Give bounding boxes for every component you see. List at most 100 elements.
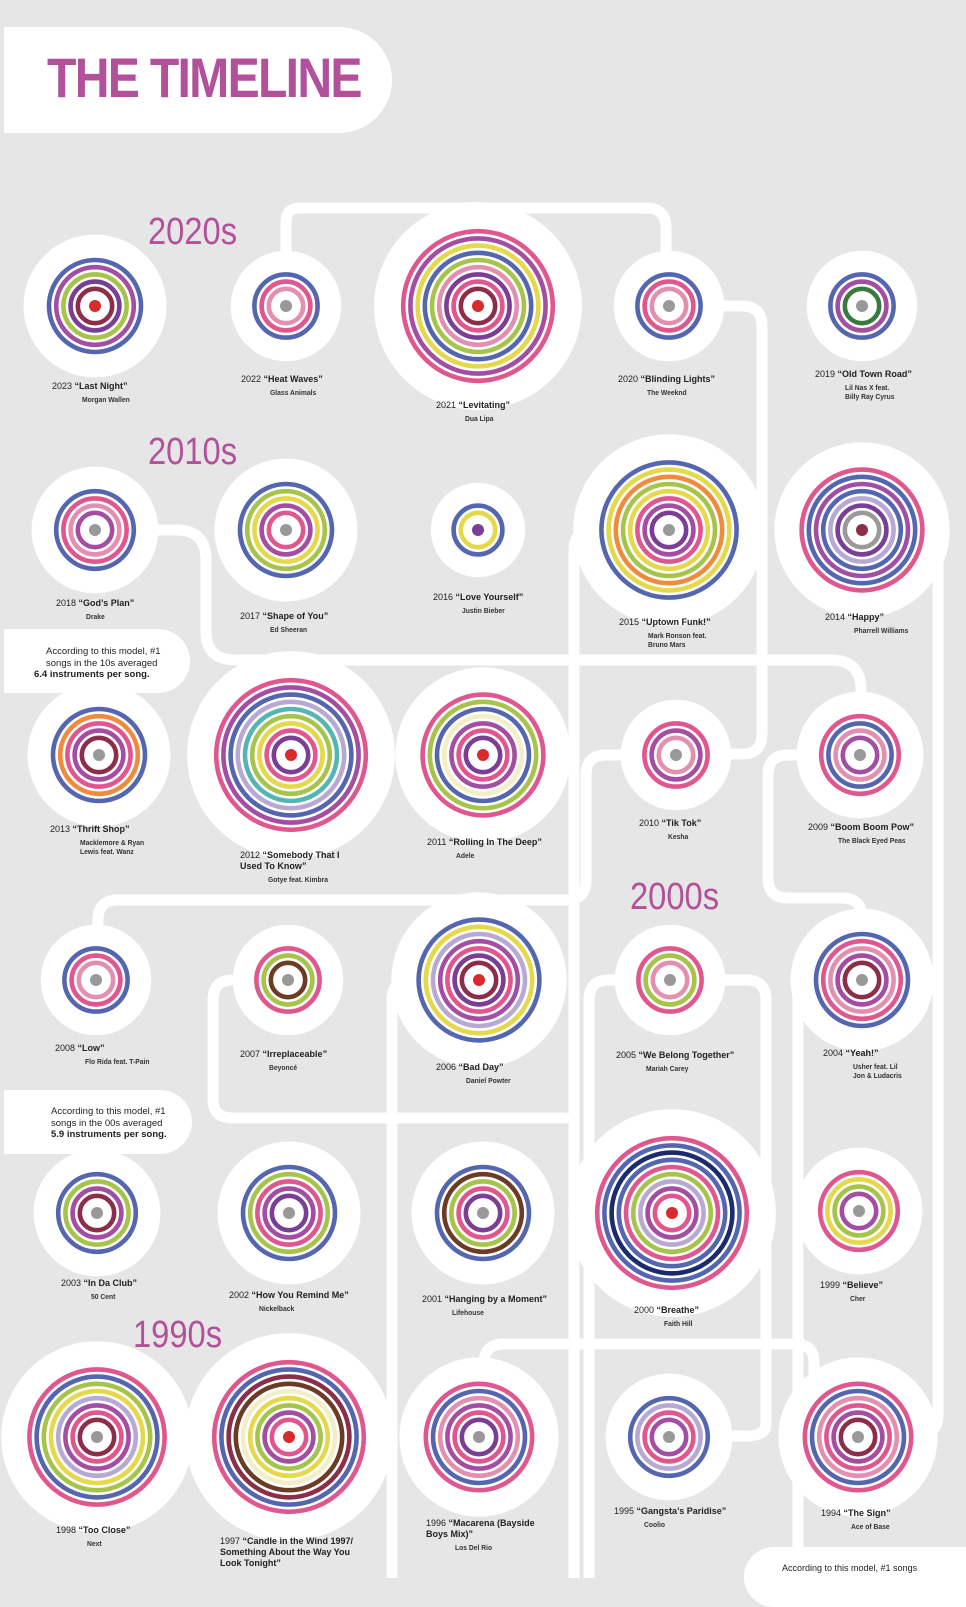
instrument-ring xyxy=(221,685,361,825)
song-label-2003: 2003 “In Da Club” 50 Cent xyxy=(61,1278,137,1301)
song-artist: Morgan Wallen xyxy=(82,395,130,404)
instrument-ring xyxy=(458,510,498,550)
note-2000s-average: According to this model, #1 songs in the… xyxy=(4,1090,192,1154)
instrument-ring xyxy=(257,721,325,789)
instrument-ring xyxy=(408,236,548,376)
song-discs xyxy=(1,202,950,1541)
song-disc-2008 xyxy=(40,924,152,1036)
song-heading: 2000 “Breathe” xyxy=(634,1305,699,1316)
instrument-ring xyxy=(415,243,541,369)
instrument-ring xyxy=(818,713,902,797)
instrument-ring xyxy=(400,228,556,384)
instrument-ring xyxy=(642,503,696,557)
song-label-2011: 2011 “Rolling In The Deep” Adele xyxy=(427,837,542,860)
disc-center xyxy=(853,1205,865,1217)
instrument-ring xyxy=(799,467,925,593)
song-year: 2007 xyxy=(240,1049,263,1059)
song-title: “Low” xyxy=(77,1043,105,1053)
song-disc-2009 xyxy=(796,691,924,819)
song-disc-2005 xyxy=(614,924,726,1036)
song-year: 1995 xyxy=(614,1506,637,1516)
song-disc-2017 xyxy=(214,458,358,602)
song-label-2004: 2004 “Yeah!” Usher feat. Lil Jon & Ludacri… xyxy=(823,1048,907,1080)
note-line: According to this model, #1 songs xyxy=(782,1563,918,1573)
instrument-ring xyxy=(635,1403,703,1471)
instrument-ring xyxy=(434,1164,532,1262)
song-title: “Last Night” xyxy=(74,381,128,391)
song-artist: Ed Sheeran xyxy=(270,625,308,634)
song-artist: Flo Rida feat. T-Pain xyxy=(85,1057,150,1066)
instrument-ring xyxy=(61,272,129,340)
song-title: “Macarena (Bayside Boys Mix)” xyxy=(426,1518,535,1539)
instrument-ring xyxy=(226,1374,352,1500)
disc-center xyxy=(472,524,484,536)
song-year: 2006 xyxy=(436,1062,459,1072)
note-highlight: 6.4 instruments per song. xyxy=(34,669,150,680)
instrument-ring xyxy=(840,735,880,775)
instrument-ring xyxy=(259,503,313,557)
song-label-2014: 2014 “Happy” Pharrell Williams xyxy=(825,612,914,635)
instrument-ring xyxy=(77,1193,117,1233)
song-artist: Justin Bieber xyxy=(462,606,505,615)
instrument-ring xyxy=(53,488,137,572)
instrument-ring xyxy=(832,1184,886,1238)
song-label-2002: 2002 “How You Remind Me” Nickelback xyxy=(229,1290,349,1313)
song-title: “Blinding Lights” xyxy=(640,374,716,384)
song-label-1996: 1996 “Macarena (Bayside Boys Mix)” Los De… xyxy=(426,1518,536,1552)
disc-center xyxy=(670,749,682,761)
instrument-ring xyxy=(235,699,347,811)
song-artist: The Weeknd xyxy=(647,388,687,397)
song-disc-2015 xyxy=(573,434,765,626)
song-heading: 2005 “We Belong Together” xyxy=(616,1050,734,1061)
instrument-ring xyxy=(437,938,521,1022)
instrument-ring xyxy=(213,677,369,833)
song-disc-2013 xyxy=(27,683,171,827)
instrument-ring xyxy=(266,510,306,550)
instrument-ring xyxy=(642,279,696,333)
song-year: 2020 xyxy=(618,374,641,384)
instrument-ring xyxy=(627,1395,711,1479)
disc-center xyxy=(852,1431,864,1443)
song-disc-2022 xyxy=(230,250,342,362)
song-disc-1997 xyxy=(185,1333,393,1541)
song-heading: 2014 “Happy” xyxy=(825,612,914,623)
instrument-ring xyxy=(806,474,918,586)
title-banner xyxy=(4,27,392,133)
song-heading: 2004 “Yeah!” xyxy=(823,1048,907,1059)
instrument-ring xyxy=(61,496,129,564)
disc-center xyxy=(91,1207,103,1219)
song-artist: Dua Lipa xyxy=(465,414,494,423)
song-artist: Coolio xyxy=(644,1520,665,1529)
instrument-ring xyxy=(452,953,506,1007)
instrument-ring xyxy=(838,1417,878,1457)
instrument-ring xyxy=(835,503,889,557)
song-heading: 2018 “God’s Plan” xyxy=(56,598,134,609)
instrument-ring xyxy=(429,257,527,355)
instrument-ring xyxy=(842,960,882,1000)
instrument-ring xyxy=(68,279,122,333)
disc-center xyxy=(477,1207,489,1219)
instrument-ring xyxy=(262,1186,316,1240)
song-heading: 2019 “Old Town Road” xyxy=(815,369,912,380)
instrument-ring xyxy=(459,1417,499,1457)
instrument-ring xyxy=(444,272,512,340)
instrument-ring xyxy=(34,1374,160,1500)
song-year: 2014 xyxy=(825,612,848,622)
song-artist: Usher feat. Lil Jon & Ludacris xyxy=(853,1062,902,1080)
instrument-ring xyxy=(437,1395,521,1479)
connector-path xyxy=(89,524,867,761)
song-label-2013: 2013 “Thrift Shop” Macklemore & Ryan Lewis… xyxy=(50,824,151,856)
song-heading: 2022 “Heat Waves” xyxy=(241,374,323,385)
instrument-ring xyxy=(27,1367,167,1507)
instrument-ring xyxy=(65,721,133,789)
song-disc-2019 xyxy=(806,250,918,362)
song-year: 2018 xyxy=(56,598,79,608)
disc-center xyxy=(89,300,101,312)
instrument-ring xyxy=(252,272,320,340)
disc-center xyxy=(473,1431,485,1443)
song-label-1995: 1995 “Gangsta’s Paridise” Coolio xyxy=(614,1506,726,1529)
song-title: “Breathe” xyxy=(656,1305,700,1315)
song-disc-2016 xyxy=(430,482,526,578)
connector-path xyxy=(92,749,682,986)
song-title: “Yeah!” xyxy=(845,1048,879,1058)
